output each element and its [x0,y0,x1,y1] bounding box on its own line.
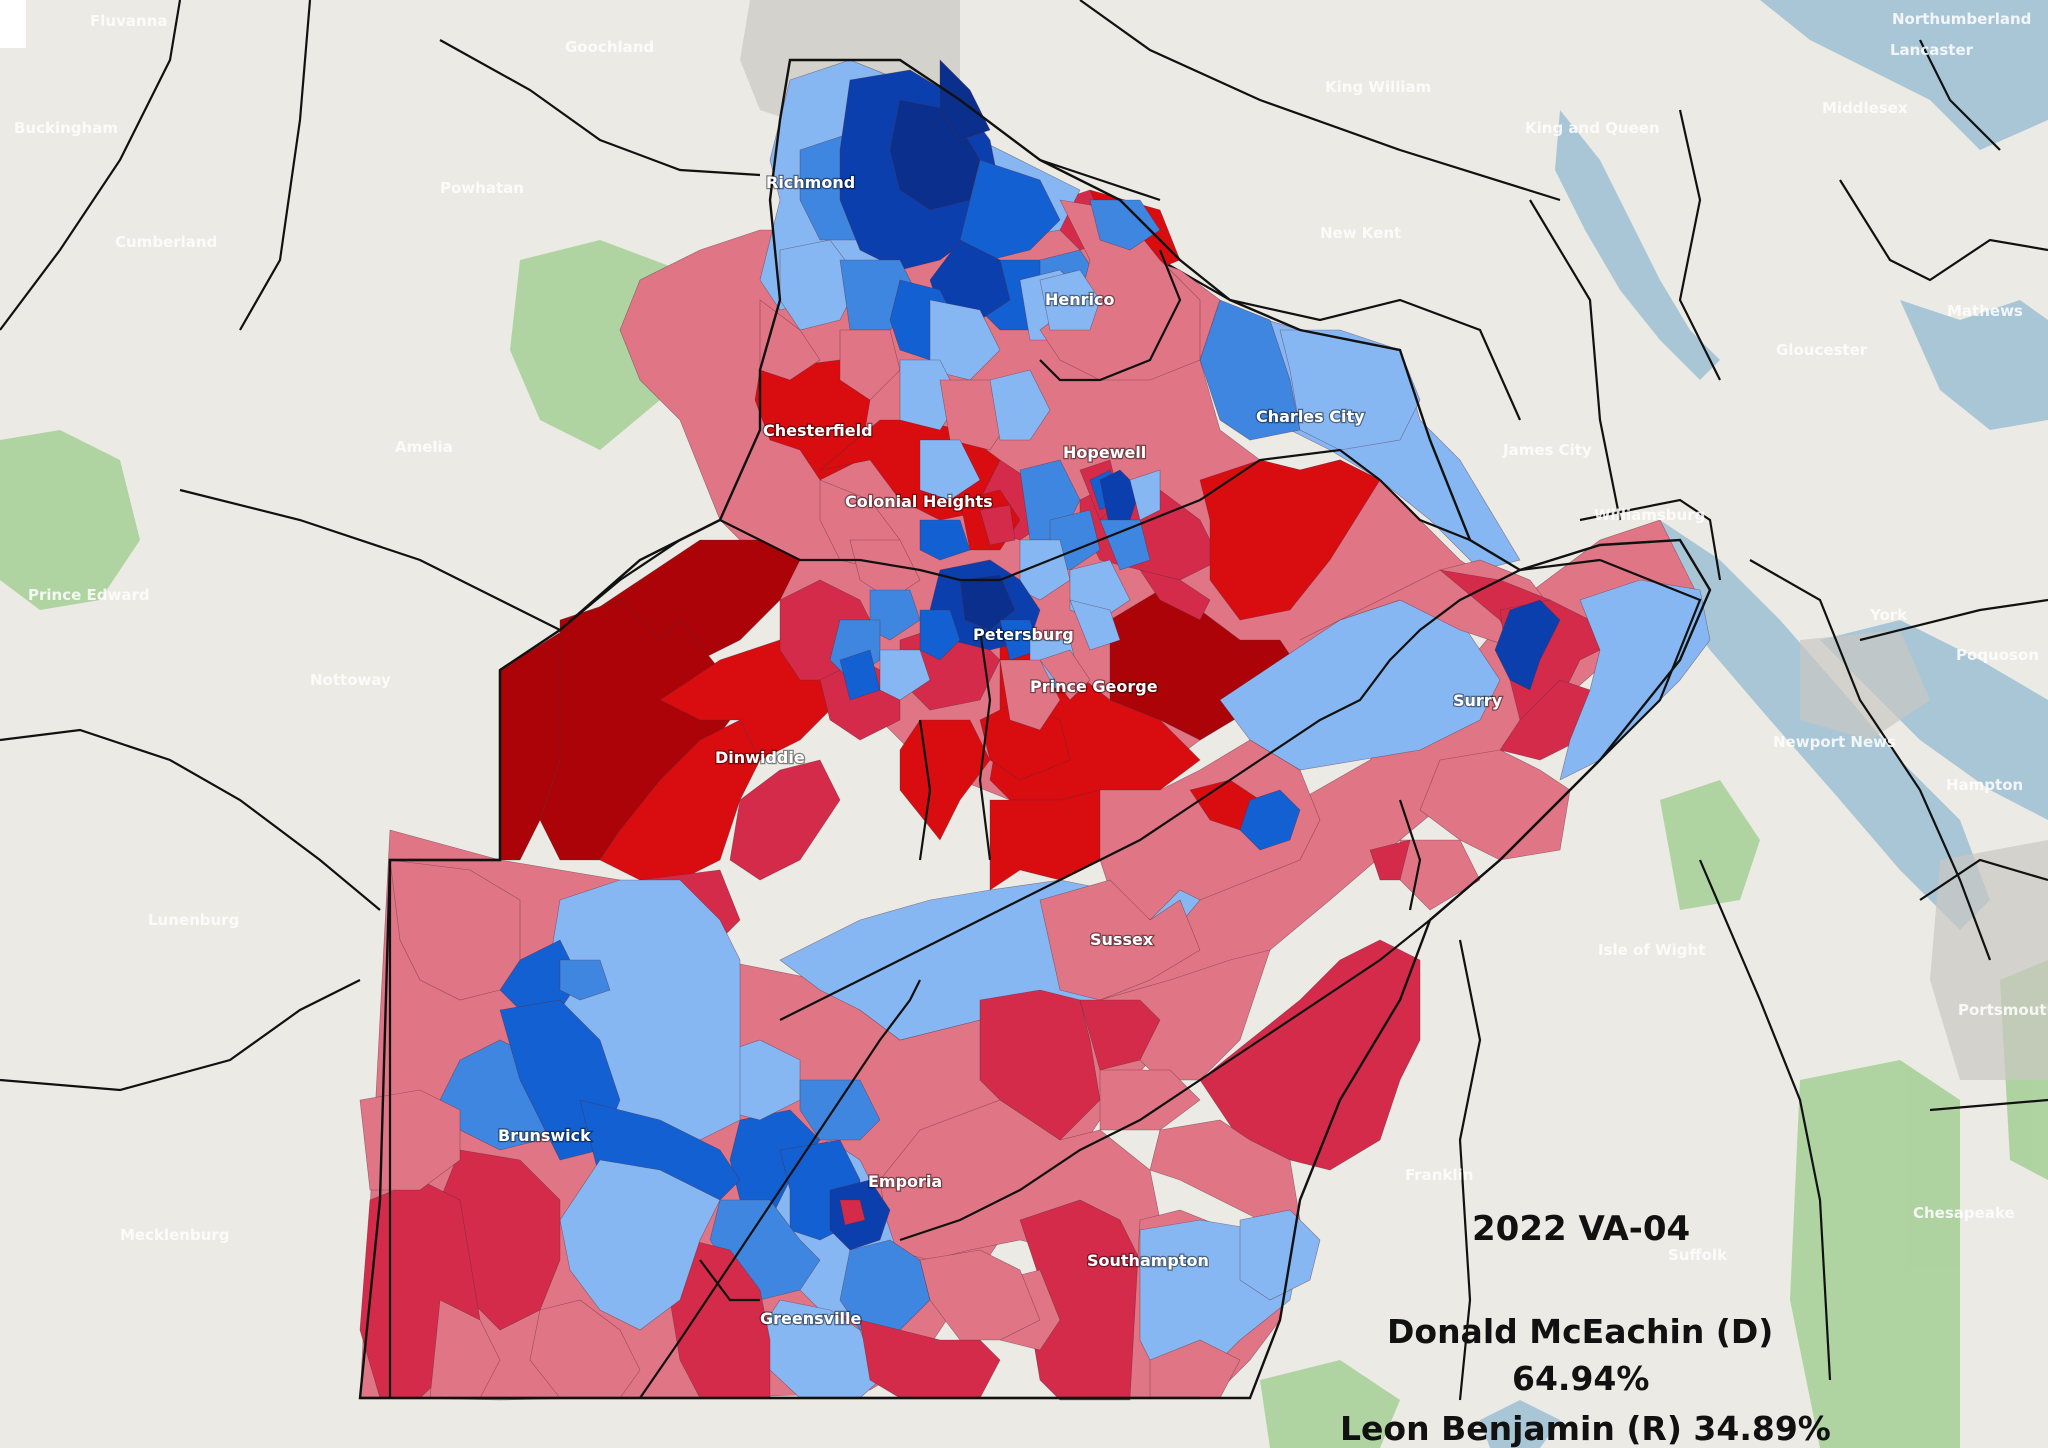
precinct [1139,569,1211,621]
candidate-dem-pct: 64.94% [1512,1359,1649,1398]
map-title: 2022 VA-04 [1472,1209,1690,1249]
results-legend: 2022 VA-04 Donald McEachin (D) 64.94% Le… [1340,1209,1831,1448]
precinct [1069,599,1121,651]
basemap-county-lines [0,0,2048,1401]
label-brunswick: Brunswick [498,1126,591,1145]
label-henrico: Henrico [1045,290,1114,309]
precinct [729,759,841,881]
label-southampton: Southampton [1087,1251,1209,1270]
precinct [1039,269,1101,331]
basemap-label: Nottoway [310,671,391,689]
district-labels: Richmond Henrico Chesterfield Hopewell C… [497,172,1504,1330]
precinct [1199,459,1381,621]
precinct [919,609,961,661]
precinct [1494,599,1561,691]
district-precincts [359,59,1711,1401]
precinct [1039,879,1201,1001]
basemap-label: Poquoson [1956,646,2039,664]
basemap-label: Fluvanna [90,12,167,30]
precinct [1419,749,1571,861]
label-dinwiddie: Dinwiddie [715,748,805,767]
basemap-label: Franklin [1405,1166,1473,1184]
basemap-label: Cumberland [115,233,217,251]
precinct [919,439,981,501]
basemap-label: Suffolk [1668,1246,1728,1264]
basemap-label: Mathews [1947,302,2023,320]
label-petersburg: Petersburg [973,625,1074,644]
basemap-label: Gloucester [1776,341,1868,359]
precinct [939,59,991,141]
basemap-label: Prince Edward [28,586,150,604]
precinct [989,369,1051,441]
precinct [859,1319,1001,1399]
basemap-label: Lunenburg [148,911,239,929]
basemap-label: Williamsburg [1594,506,1705,524]
precinct [529,1299,641,1399]
basemap-label: Northumberland [1892,10,2031,28]
precinct [359,1089,461,1191]
precinct [1099,1069,1201,1131]
label-surry: Surry [1453,691,1503,710]
precinct [429,1299,501,1399]
label-sussex: Sussex [1090,930,1154,949]
precinct [1149,1339,1241,1399]
label-hopewell: Hopewell [1063,443,1146,462]
district-outline [358,58,1712,1400]
corner-tile [0,0,26,48]
precinct [1129,469,1161,521]
precinct [929,299,1001,381]
basemap-label: Mecklenburg [120,1226,230,1244]
basemap-label: King and Queen [1525,119,1660,137]
precinct [1079,999,1161,1071]
basemap-label: Goochland [565,38,654,56]
basemap-label: Portsmouth [1958,1001,2048,1019]
basemap-label: Chesapeake [1913,1204,2015,1222]
label-prince-george: Prince George [1030,677,1158,696]
candidate-rep-label: Leon Benjamin (R) 34.89% [1340,1409,1831,1448]
precinct [1279,329,1421,451]
precinct [1089,199,1161,251]
precinct [1039,649,1091,701]
precinct [1239,789,1301,851]
precinct [879,649,931,701]
precinct [999,659,1061,731]
basemap-label: Lancaster [1890,41,1974,59]
basemap-label: James City [1502,441,1592,459]
basemap-label: New Kent [1320,224,1401,242]
precinct [1369,839,1411,881]
precinct [1099,519,1151,571]
basemap-label: Newport News [1773,733,1896,751]
basemap-labels: Fluvanna Goochland Buckingham Powhatan C… [14,10,2048,1264]
precinct [389,859,521,1001]
precinct [839,1239,931,1331]
precinct [559,1159,721,1331]
precinct [729,1109,821,1221]
precinct [1239,1209,1321,1301]
basemap-label: Buckingham [14,119,118,137]
basemap-label: Powhatan [440,179,524,197]
basemap-label: King William [1325,78,1431,96]
label-richmond: Richmond [766,173,855,192]
label-emporia: Emporia [868,1172,942,1191]
precinct [1199,299,1301,441]
label-charles-city: Charles City [1256,407,1365,426]
precinct [919,1249,1041,1341]
label-chesterfield: Chesterfield [763,421,873,440]
precinct [839,329,901,401]
precinct [559,959,611,1001]
precinct [839,1199,866,1226]
candidate-dem-label: Donald McEachin (D) [1387,1312,1773,1351]
label-greensville: Greensville [760,1309,862,1328]
basemap-label: York [1869,606,1908,624]
basemap-label: Hampton [1946,776,2023,794]
label-colonial-heights: Colonial Heights [845,492,993,511]
precinct [979,504,1016,546]
precinct [919,519,971,561]
precinct [899,719,991,841]
precinct [799,1079,881,1141]
basemap-label: Middlesex [1822,99,1908,117]
basemap-label: Amelia [395,438,453,456]
basemap-label: Isle of Wight [1598,941,1705,959]
